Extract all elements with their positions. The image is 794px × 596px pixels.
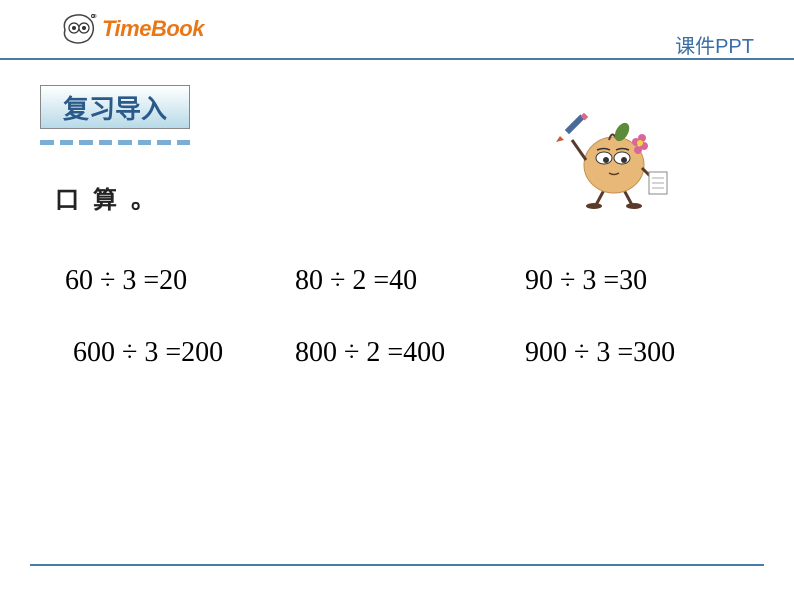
equation-expr: 80 ÷ 2 = [295,265,389,296]
cartoon-character [554,110,674,210]
equation-expr: 600 ÷ 3 = [73,337,181,368]
equation: 80 ÷ 2 =40 [295,265,525,297]
footer-line [30,564,764,566]
equation-answer: 300 [633,337,675,368]
equation-answer: 40 [389,265,417,296]
dash-segment [99,140,113,145]
dash-segment [157,140,171,145]
dashed-underline [40,140,190,146]
header-right-text: 课件PPT [675,30,754,59]
section-title: 复习导入 [63,89,167,126]
dash-segment [79,140,93,145]
equations-area: 60 ÷ 3 =20 80 ÷ 2 =40 90 ÷ 3 =30 600 ÷ 3… [65,265,745,409]
equation: 900 ÷ 3 =300 [525,337,745,369]
equation-answer: 30 [619,265,647,296]
equation-answer: 200 [181,337,223,368]
equation-expr: 900 ÷ 3 = [525,337,633,368]
subtitle: 口 算 。 [55,180,159,215]
equation-row: 600 ÷ 3 =200 800 ÷ 2 =400 900 ÷ 3 =300 [65,337,745,369]
dash-segment [138,140,152,145]
equation: 90 ÷ 3 =30 [525,265,745,297]
equation-row: 60 ÷ 3 =20 80 ÷ 2 =40 90 ÷ 3 =30 [65,265,745,297]
logo-icon: ® [60,10,98,48]
equation: 60 ÷ 3 =20 [65,265,295,297]
dash-segment [40,140,54,145]
section-title-box: 复习导入 [40,85,190,129]
equation-answer: 400 [403,337,445,368]
equation-expr: 800 ÷ 2 = [295,337,403,368]
dash-segment [177,140,191,145]
equation: 600 ÷ 3 =200 [65,337,295,369]
equation-answer: 20 [159,265,187,296]
dash-segment [118,140,132,145]
equation-expr: 90 ÷ 3 = [525,265,619,296]
logo-area: ® TimeBook [60,10,204,48]
equation: 800 ÷ 2 =400 [295,337,525,369]
equation-expr: 60 ÷ 3 = [65,265,159,296]
dash-segment [60,140,74,145]
header: ® TimeBook 课件PPT [0,0,794,60]
svg-text:®: ® [93,13,97,20]
logo-text: TimeBook [102,16,204,42]
